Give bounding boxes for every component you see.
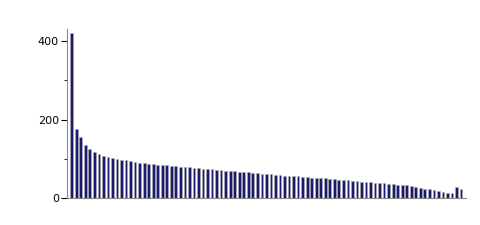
Bar — [410, 186, 413, 198]
Bar — [143, 164, 145, 198]
Bar — [224, 171, 227, 198]
Bar — [256, 173, 259, 198]
Bar — [270, 174, 272, 198]
Bar — [337, 180, 340, 198]
Bar — [220, 170, 223, 198]
Bar — [120, 160, 123, 198]
Bar — [347, 180, 349, 198]
Bar — [432, 190, 435, 198]
Bar — [274, 175, 277, 198]
Bar — [116, 159, 119, 198]
Bar — [97, 154, 100, 198]
Bar — [301, 177, 304, 198]
Bar — [233, 171, 236, 198]
Bar — [342, 180, 345, 198]
Bar — [306, 177, 309, 198]
Bar — [183, 167, 186, 198]
Bar — [161, 165, 164, 198]
Bar — [102, 156, 105, 198]
Bar — [156, 165, 159, 198]
Bar — [79, 137, 82, 198]
Bar — [88, 149, 91, 198]
Bar — [71, 33, 73, 198]
Bar — [451, 193, 454, 198]
Bar — [383, 183, 385, 198]
Bar — [166, 165, 168, 198]
Bar — [215, 170, 218, 198]
Bar — [419, 188, 422, 198]
Bar — [107, 157, 109, 198]
Bar — [202, 169, 204, 198]
Bar — [423, 189, 426, 198]
Bar — [188, 167, 191, 198]
Bar — [170, 166, 173, 198]
Bar — [197, 168, 200, 198]
Bar — [265, 174, 268, 198]
Bar — [437, 191, 440, 198]
Bar — [369, 182, 372, 198]
Bar — [134, 162, 136, 198]
Bar — [387, 184, 390, 198]
Bar — [206, 169, 209, 198]
Bar — [356, 181, 358, 198]
Bar — [392, 184, 395, 198]
Bar — [374, 183, 376, 198]
Bar — [396, 185, 399, 198]
Bar — [428, 189, 431, 198]
Bar — [175, 166, 177, 198]
Bar — [360, 182, 363, 198]
Bar — [406, 185, 408, 198]
Bar — [310, 178, 313, 198]
Bar — [192, 168, 195, 198]
Bar — [288, 176, 290, 198]
Bar — [125, 160, 127, 198]
Bar — [328, 179, 331, 198]
Bar — [333, 179, 336, 198]
Bar — [247, 173, 250, 198]
Bar — [315, 178, 318, 198]
Bar — [283, 176, 286, 198]
Bar — [93, 152, 96, 198]
Bar — [278, 175, 281, 198]
Bar — [152, 164, 155, 198]
Bar — [455, 187, 458, 198]
Bar — [75, 129, 78, 198]
Bar — [147, 164, 150, 198]
Bar — [238, 172, 240, 198]
Bar — [365, 182, 367, 198]
Bar — [351, 181, 354, 198]
Bar — [84, 145, 87, 198]
Bar — [292, 176, 295, 198]
Bar — [211, 169, 214, 198]
Bar — [378, 183, 381, 198]
Bar — [446, 193, 449, 198]
Bar — [111, 158, 114, 198]
Bar — [297, 176, 300, 198]
Bar — [261, 174, 263, 198]
Bar — [129, 161, 132, 198]
Bar — [252, 173, 254, 198]
Bar — [442, 192, 444, 198]
Bar — [401, 185, 404, 198]
Bar — [324, 178, 326, 198]
Bar — [179, 166, 182, 198]
Bar — [319, 178, 322, 198]
Bar — [229, 171, 231, 198]
Bar — [138, 163, 141, 198]
Bar — [414, 187, 417, 198]
Bar — [242, 172, 245, 198]
Bar — [460, 189, 462, 198]
